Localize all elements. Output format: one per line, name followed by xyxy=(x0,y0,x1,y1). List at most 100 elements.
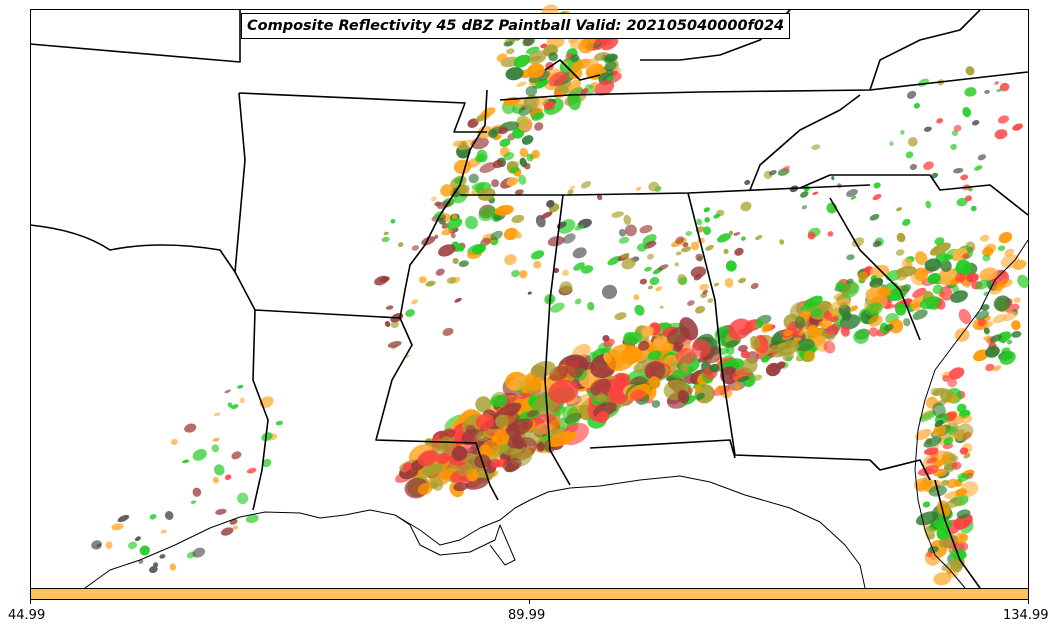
echo-blob xyxy=(430,476,444,491)
echo-blob xyxy=(212,476,219,484)
echo-blob xyxy=(869,214,880,221)
echo-blob xyxy=(387,341,402,348)
echo-blob xyxy=(494,204,514,216)
coast-georgia xyxy=(914,239,1029,589)
border-florida-east xyxy=(934,479,981,589)
border-missouri-west xyxy=(234,92,256,311)
echo-blob xyxy=(480,237,491,247)
border-sc-georgia xyxy=(829,197,921,341)
echo-blob xyxy=(604,53,618,63)
echo-blob xyxy=(518,174,527,185)
echo-blob xyxy=(934,237,945,246)
echo-blob xyxy=(633,294,640,301)
echo-blob xyxy=(825,323,841,335)
echo-blob xyxy=(1000,254,1020,269)
echo-blob xyxy=(192,449,207,461)
echo-blob xyxy=(425,280,436,287)
echo-blob xyxy=(567,91,581,111)
echo-blob xyxy=(703,207,710,213)
echo-blob xyxy=(421,236,436,246)
echo-blob xyxy=(953,167,964,174)
echo-blob xyxy=(724,278,734,288)
echo-blob xyxy=(478,206,497,222)
echo-blob xyxy=(246,467,257,474)
echo-blob xyxy=(888,318,904,334)
echo-blob xyxy=(608,384,629,404)
echo-blob xyxy=(950,559,963,573)
echo-blob xyxy=(977,154,987,161)
echo-blob xyxy=(999,350,1016,365)
echo-blob xyxy=(1011,331,1022,338)
echo-blob xyxy=(458,260,469,267)
echo-blob xyxy=(896,207,903,212)
echo-blob xyxy=(699,283,709,291)
echo-blob xyxy=(533,260,542,269)
echo-blob xyxy=(230,404,239,410)
echo-blob xyxy=(232,525,239,530)
echo-blob xyxy=(488,129,498,139)
echo-blob xyxy=(865,302,883,316)
echo-blob xyxy=(237,492,249,505)
echo-blob xyxy=(604,61,617,72)
echo-blob xyxy=(607,256,621,266)
echo-blob xyxy=(526,409,539,418)
echo-blob xyxy=(565,355,584,379)
border-kansas-oklahoma xyxy=(29,9,241,63)
echo-blob xyxy=(411,245,420,251)
echo-blob xyxy=(513,54,531,68)
echo-blob xyxy=(929,242,951,256)
echo-blob xyxy=(959,447,969,455)
echo-blob xyxy=(677,389,690,404)
echo-blob xyxy=(215,508,227,515)
echo-blob xyxy=(503,152,515,161)
echo-blob xyxy=(675,347,696,365)
echo-blob xyxy=(498,127,509,135)
echo-blob xyxy=(681,246,692,253)
echo-blob xyxy=(495,414,509,429)
border-mississippi-alabama xyxy=(544,194,571,486)
echo-blob xyxy=(992,314,1007,324)
border-virginia xyxy=(869,9,981,91)
echo-blob xyxy=(525,85,538,97)
echo-blob xyxy=(417,483,433,495)
echo-blob xyxy=(812,191,819,195)
echo-blob xyxy=(997,115,1010,124)
echo-blob xyxy=(761,326,769,333)
echo-blob xyxy=(752,374,763,381)
echo-blob xyxy=(989,334,1002,343)
echo-blob xyxy=(568,67,583,80)
echo-blob xyxy=(696,218,703,226)
echo-blob xyxy=(548,52,558,62)
echo-blob xyxy=(237,384,244,389)
echo-blob xyxy=(961,415,973,425)
echo-blob xyxy=(547,235,565,247)
map-title: Composite Reflectivity 45 dBZ Paintball … xyxy=(241,13,791,39)
echo-blob xyxy=(511,269,520,278)
echo-blob xyxy=(430,196,437,202)
echo-blob xyxy=(417,450,438,467)
echo-blob xyxy=(149,514,157,520)
echo-blob xyxy=(857,271,869,282)
echo-blob xyxy=(906,90,917,99)
echo-blob xyxy=(521,135,534,145)
echo-blob xyxy=(737,344,748,352)
echo-blob xyxy=(740,350,750,359)
echo-blob xyxy=(524,162,531,170)
echo-blob xyxy=(397,242,404,248)
echo-blob xyxy=(951,461,962,470)
echo-blob xyxy=(648,376,661,389)
echo-blob xyxy=(499,138,511,147)
echo-blob xyxy=(490,458,501,468)
echo-blob xyxy=(439,436,457,457)
echo-blob xyxy=(105,541,113,549)
echo-blob xyxy=(678,277,687,285)
echo-blob xyxy=(830,316,839,323)
echo-blob xyxy=(727,318,752,340)
echo-blob xyxy=(777,340,799,356)
echo-blob xyxy=(924,447,939,456)
echo-blob xyxy=(918,411,937,422)
echo-blob xyxy=(374,275,389,286)
echo-blob xyxy=(1012,123,1023,131)
echo-blob xyxy=(511,434,524,450)
echo-blob xyxy=(454,297,462,303)
